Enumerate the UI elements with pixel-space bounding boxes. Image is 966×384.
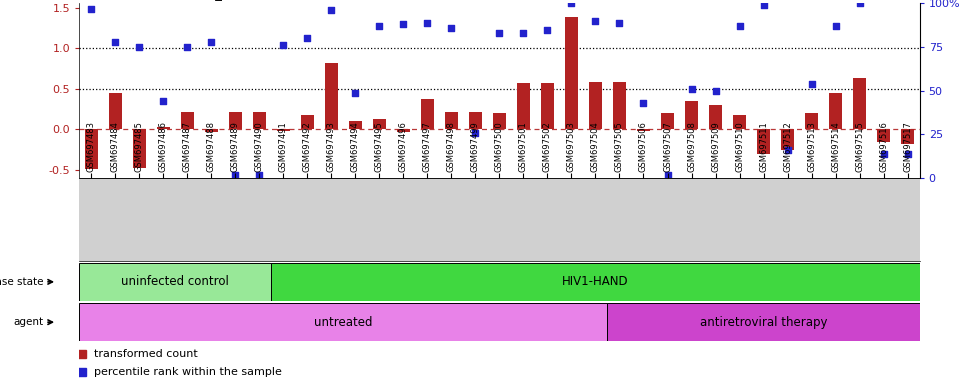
Text: disease state: disease state [0,277,43,287]
Bar [85,129,98,169]
Bar [181,111,194,129]
Point [299,35,315,41]
Bar [444,111,458,129]
Point [419,20,435,26]
Point [660,172,675,178]
Bar [757,129,770,154]
Point [372,23,387,29]
Point [564,0,580,7]
Point [492,30,507,36]
Point [204,39,219,45]
Point [828,23,843,29]
Bar [156,127,170,129]
Point [396,22,412,28]
Bar [271,263,920,301]
Bar [253,111,266,129]
Bar [517,83,530,129]
Bar [79,303,608,341]
Bar [276,129,290,131]
Point [516,30,531,36]
Bar [132,129,146,167]
Point [780,147,795,153]
Point [540,26,555,33]
Point [684,86,699,92]
Bar [877,129,891,142]
Bar [637,129,650,131]
Bar [805,113,818,129]
Bar [397,129,410,132]
Bar [469,111,482,129]
Point [708,88,724,94]
Bar [829,93,842,129]
Bar [108,93,122,129]
Bar [229,111,242,129]
Bar [685,101,698,129]
Bar [300,115,314,129]
Point [83,6,99,12]
Text: agent: agent [14,317,43,327]
Point [443,25,459,31]
Bar [589,82,602,129]
Point [876,151,892,157]
Bar [565,17,578,129]
Bar [608,303,920,341]
Point [468,130,483,136]
Point [732,23,748,29]
Point [156,98,171,104]
Text: untreated: untreated [314,316,373,329]
Bar [493,113,506,129]
Point [587,18,603,24]
Point [324,7,339,13]
Bar [373,119,386,129]
Text: transformed count: transformed count [94,349,197,359]
Point [107,39,123,45]
Point [636,100,651,106]
Point [900,151,916,157]
Bar [853,78,867,129]
Text: uninfected control: uninfected control [122,275,229,288]
Point [180,44,195,50]
Bar [612,82,626,129]
Bar [421,99,434,129]
Bar [661,113,674,129]
Point [611,20,627,26]
Bar [541,83,554,129]
Point [251,172,267,178]
Point [755,2,771,8]
Point [348,89,363,96]
Text: percentile rank within the sample: percentile rank within the sample [94,367,281,377]
Point [131,44,147,50]
Point [852,0,867,7]
Point [804,81,819,87]
Bar [325,63,338,129]
Bar [349,121,362,129]
Bar [205,129,218,132]
Bar [781,129,794,150]
Point [275,42,291,48]
Bar [709,105,723,129]
Bar [79,263,271,301]
Bar [901,129,914,144]
Text: HIV1-HAND: HIV1-HAND [562,275,629,288]
Text: antiretroviral therapy: antiretroviral therapy [699,316,827,329]
Point [228,172,243,178]
Bar [733,115,746,129]
